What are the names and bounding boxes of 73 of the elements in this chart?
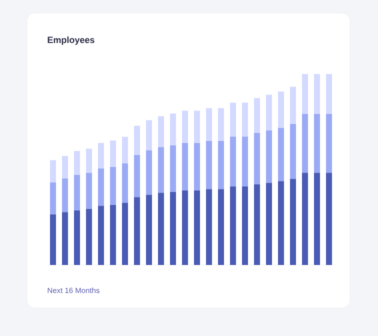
bar xyxy=(326,74,332,114)
bar xyxy=(218,140,224,190)
bar xyxy=(50,182,56,214)
bar xyxy=(194,190,200,265)
bar xyxy=(110,166,116,206)
bar xyxy=(326,172,332,265)
bar xyxy=(170,192,176,265)
bar xyxy=(206,140,212,190)
bar xyxy=(98,206,104,265)
bar xyxy=(230,102,236,137)
bar xyxy=(230,186,236,265)
bar xyxy=(122,163,128,203)
bar xyxy=(254,98,260,134)
bar xyxy=(146,194,152,265)
bar xyxy=(158,192,164,265)
bar xyxy=(62,212,68,265)
bar xyxy=(74,174,80,210)
chart-title: Employees xyxy=(48,36,94,45)
bar xyxy=(254,184,260,265)
bar xyxy=(74,210,80,265)
bar xyxy=(230,136,236,186)
bar xyxy=(266,182,272,265)
bar xyxy=(110,140,116,167)
bar xyxy=(122,136,128,164)
bar xyxy=(314,114,320,173)
bar xyxy=(254,133,260,184)
bar xyxy=(62,178,68,212)
bar xyxy=(290,124,296,179)
bar xyxy=(302,114,308,173)
bar xyxy=(242,102,248,137)
bar xyxy=(242,136,248,186)
bar xyxy=(314,172,320,265)
bar xyxy=(278,181,284,265)
bar xyxy=(86,208,92,265)
bar xyxy=(182,142,188,190)
bar xyxy=(290,86,296,124)
bar xyxy=(242,186,248,265)
bar xyxy=(206,108,212,141)
bar xyxy=(194,142,200,190)
bar xyxy=(134,154,140,198)
bar xyxy=(206,189,212,265)
bar xyxy=(110,205,116,265)
bar xyxy=(290,178,296,265)
bar xyxy=(146,120,152,150)
bar xyxy=(314,74,320,114)
bar xyxy=(98,168,104,206)
bar xyxy=(146,150,152,195)
bar xyxy=(50,214,56,265)
bar xyxy=(278,128,284,182)
bar xyxy=(134,126,140,155)
bar xyxy=(170,114,176,146)
bar xyxy=(134,197,140,265)
bar xyxy=(170,145,176,192)
bar xyxy=(122,202,128,265)
bar xyxy=(86,148,92,173)
bar xyxy=(158,147,164,193)
bar xyxy=(302,74,308,114)
bar xyxy=(50,160,56,182)
bar xyxy=(74,150,80,175)
bar xyxy=(62,156,68,178)
bar xyxy=(218,189,224,265)
bar xyxy=(182,110,188,143)
bar xyxy=(326,114,332,173)
bar xyxy=(266,130,272,183)
bar xyxy=(86,172,92,209)
bar xyxy=(302,172,308,265)
bar xyxy=(182,190,188,265)
bar xyxy=(158,116,164,148)
bar xyxy=(266,94,272,130)
bar xyxy=(194,110,200,143)
bar xyxy=(98,142,104,169)
bar xyxy=(218,108,224,141)
bar xyxy=(278,92,284,128)
